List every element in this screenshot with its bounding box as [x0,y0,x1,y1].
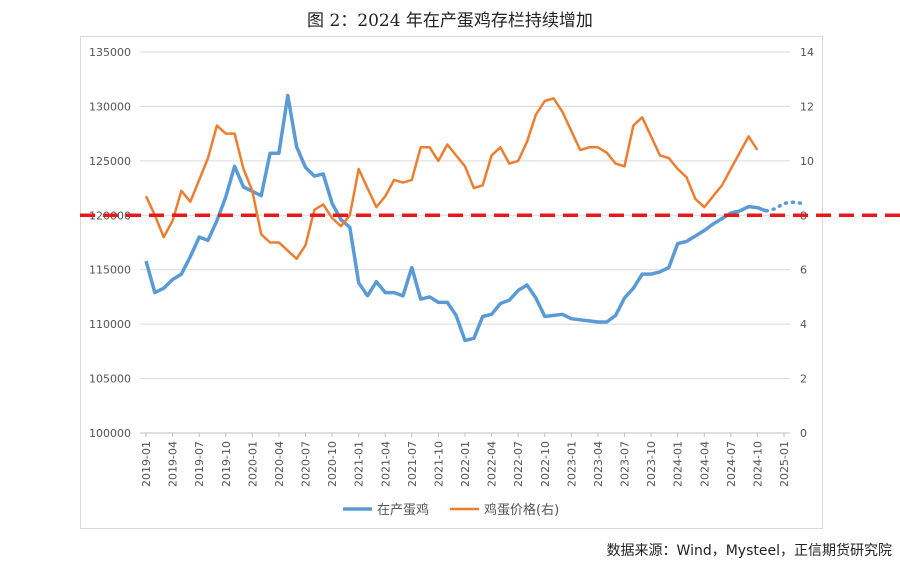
right-tick-label: 10 [800,155,814,168]
x-tick-label: 2024-04 [698,441,711,487]
legend-label-layers: 在产蛋鸡 [377,502,429,518]
right-tick-label: 0 [800,427,807,440]
x-tick-label: 2022-04 [486,441,499,487]
x-axis: 2019-01 2019-04 2019-07 2019-10 2020-01 2020-… [140,432,791,487]
x-tick-label: 2024-01 [672,441,685,487]
legend: 在产蛋鸡 鸡蛋价格(右) [343,502,559,518]
x-tick-label: 2021-01 [353,441,366,487]
series-lines [144,93,804,343]
source-note: 数据来源：Wind，Mysteel，正信期货研究院 [606,543,892,559]
left-tick-label: 125000 [89,155,131,168]
x-tick-label: 2024-10 [751,441,764,487]
x-tick-label: 2020-10 [326,441,339,487]
legend-label-price: 鸡蛋价格(右) [484,502,559,518]
x-tick-label: 2020-07 [300,441,313,487]
left-tick-label: 105000 [89,373,131,386]
x-tick-label: 2024-07 [725,441,738,487]
left-tick-label: 130000 [89,100,131,113]
x-tick-label: 2019-07 [193,441,206,487]
x-tick-label: 2020-04 [273,441,286,487]
x-tick-label: 2022-10 [539,441,552,487]
x-tick-label: 2019-04 [167,441,180,487]
chart-frame [80,36,823,529]
x-tick-label: 2020-01 [246,441,259,487]
left-tick-label: 110000 [89,318,131,331]
chart-title: 图 2：2024 年在产蛋鸡存栏持续增加 [307,11,593,31]
right-y-axis: 02468101214 [800,46,814,440]
left-tick-label: 135000 [89,46,131,59]
x-tick-label: 2022-01 [459,441,472,487]
left-y-axis: 1000001050001100001150001200001250001300… [89,46,131,440]
right-tick-label: 4 [800,318,807,331]
egg-price-line [144,97,759,261]
x-tick-label: 2023-10 [645,441,658,487]
right-tick-label: 14 [800,46,814,59]
x-tick-label: 2019-10 [220,441,233,487]
x-tick-label: 2021-04 [379,441,392,487]
left-tick-label: 100000 [89,427,131,440]
layer-hens-forecast-line [764,200,804,213]
x-tick-label: 2021-10 [432,441,445,487]
x-tick-label: 2019-01 [140,441,153,487]
x-tick-label: 2021-07 [406,441,419,487]
gridlines [140,51,790,434]
layer-hens-line [144,93,767,343]
x-tick-label: 2023-04 [592,441,605,487]
right-tick-label: 2 [800,373,807,386]
x-tick-label: 2022-07 [512,441,525,487]
x-tick-label: 2025-01 [778,441,791,487]
right-tick-label: 12 [800,100,814,113]
left-tick-label: 115000 [89,264,131,277]
x-tick-label: 2023-01 [565,441,578,487]
right-tick-label: 6 [800,264,807,277]
x-tick-label: 2023-07 [619,441,632,487]
